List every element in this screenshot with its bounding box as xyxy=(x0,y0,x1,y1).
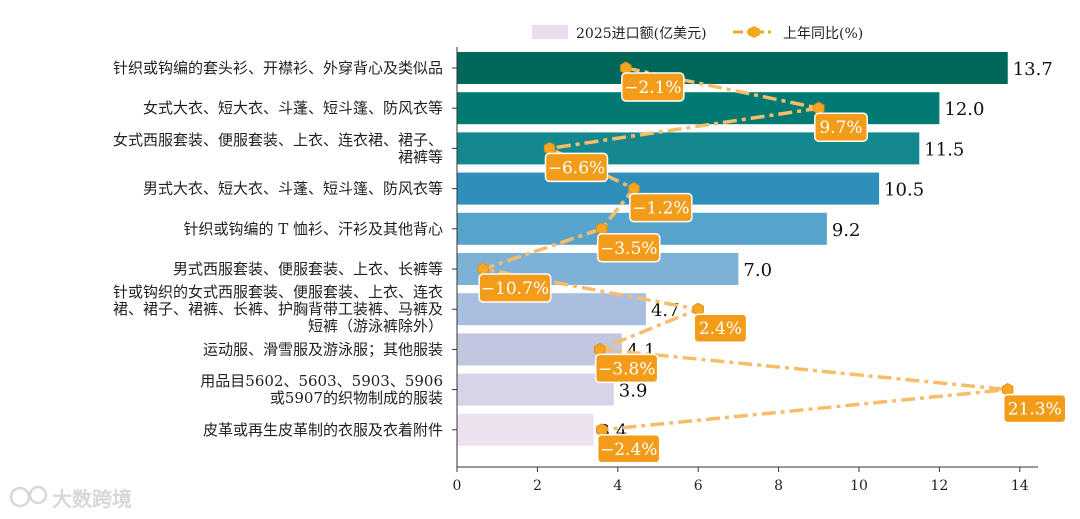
category-label-4: 针织或钩编的 T 恤衫、汗衫及其他背心 xyxy=(183,220,443,238)
yoy-series: −2.1% 9.7% −6.6% −1.2% −3.5% −10.7% 2.4% −3.8% 2… xyxy=(477,61,1067,464)
bar-0 xyxy=(457,52,1008,84)
yoy-label-7: −3.8% xyxy=(598,359,655,379)
yoy-label-box-2 xyxy=(544,152,609,183)
category-label-line: 裙、裙子、裙裤、长裤、护胸背带工装裤、马裤及 xyxy=(113,300,443,318)
category-label-5: 男式西服套装、便服套装、上衣、长裤等 xyxy=(173,260,443,278)
yoy-label-2: −6.6% xyxy=(548,158,605,178)
category-label-line: 针或钩织的女式西服套装、便服套装、上衣、连衣 xyxy=(113,283,443,301)
legend: 2025进口额(亿美元) 上年同比(%) xyxy=(532,25,863,42)
yoy-label-0: −2.1% xyxy=(624,78,681,98)
yoy-marker-3 xyxy=(628,182,640,196)
yoy-label-box-5 xyxy=(478,273,552,303)
yoy-label-9: −2.4% xyxy=(600,440,657,460)
bar-value-label-0: 13.7 xyxy=(1013,59,1053,80)
yoy-marker-5 xyxy=(477,262,489,276)
yoy-marker-0 xyxy=(620,61,632,75)
watermark-text: 大数跨境 xyxy=(52,487,132,511)
category-label-line: 裙裤等 xyxy=(398,148,443,166)
yoy-marker-4 xyxy=(596,222,608,236)
yoy-label-1: 9.7% xyxy=(819,118,862,138)
yoy-marker-8 xyxy=(1002,383,1014,397)
category-label-line: 短裤（游泳裤除外） xyxy=(308,317,443,335)
category-labels: 针织或钩编的套头衫、开襟衫、外穿背心及类似品女式大衣、短大衣、斗蓬、短斗篷、防风… xyxy=(113,59,457,439)
yoy-line xyxy=(481,66,1010,432)
x-tick-label-5: 10 xyxy=(850,478,868,494)
category-label-6: 针或钩织的女式西服套装、便服套装、上衣、连衣裙、裙子、裙裤、长裤、护胸背带工装裤… xyxy=(113,283,443,335)
x-tick-label-2: 4 xyxy=(613,478,622,494)
category-label-7: 运动服、滑雪服及游泳服；其他服装 xyxy=(203,340,443,358)
category-label-line: 运动服、滑雪服及游泳服；其他服装 xyxy=(203,340,443,358)
bar-value-label-2: 11.5 xyxy=(924,139,964,160)
category-label-line: 针织或钩编的套头衫、开襟衫、外穿背心及类似品 xyxy=(113,59,443,77)
category-label-line: 男式大衣、短大衣、斗蓬、短斗篷、防风衣等 xyxy=(143,180,443,198)
category-label-line: 针织或钩编的 T 恤衫、汗衫及其他背心 xyxy=(183,220,443,238)
yoy-label-6: 2.4% xyxy=(699,319,742,339)
bar-value-label-5: 7.0 xyxy=(743,260,772,281)
category-label-0: 针织或钩编的套头衫、开襟衫、外穿背心及类似品 xyxy=(113,59,443,77)
bar-8 xyxy=(457,373,614,406)
yoy-label-5: −10.7% xyxy=(481,279,549,299)
yoy-marker-9 xyxy=(596,423,608,437)
category-label-8: 用品目5602、5603、5903、5906 或5907的织物制成的服装 xyxy=(200,372,443,407)
brand-logo-icon xyxy=(9,485,48,508)
bar-value-label-4: 9.2 xyxy=(832,220,861,241)
yoy-label-8: 21.3% xyxy=(1008,400,1062,420)
yoy-label-3: −1.2% xyxy=(632,199,689,219)
value-labels: 13.712.011.510.59.27.04.74.13.93.4 xyxy=(599,59,1053,442)
yoy-label-box-4 xyxy=(596,233,661,263)
bar-value-label-3: 10.5 xyxy=(884,180,924,201)
category-label-line: 皮革或再生皮革制的衣服及衣着附件 xyxy=(203,421,443,439)
watermark: 大数跨境 xyxy=(9,485,132,511)
category-label-1: 女式大衣、短大衣、斗蓬、短斗篷、防风衣等 xyxy=(143,99,443,117)
category-label-3: 男式大衣、短大衣、斗蓬、短斗篷、防风衣等 xyxy=(143,180,443,198)
x-tick-label-0: 0 xyxy=(453,478,462,494)
category-label-line: 或5907的织物制成的服装 xyxy=(270,389,443,407)
yoy-label-box-6 xyxy=(693,313,748,343)
category-label-2: 女式西服套装、便服套装、上衣、连衣裙、裙子、裙裤等 xyxy=(113,131,443,166)
yoy-label-4: −3.5% xyxy=(600,239,657,259)
category-label-line: 男式西服套装、便服套装、上衣、长裤等 xyxy=(173,260,443,278)
x-tick-label-6: 12 xyxy=(930,478,948,494)
legend-bar-label: 2025进口额(亿美元) xyxy=(576,26,707,42)
legend-bar-swatch xyxy=(532,25,568,39)
yoy-marker-2 xyxy=(543,141,556,155)
bar-value-label-8: 3.9 xyxy=(619,381,648,402)
category-label-line: 用品目5602、5603、5903、5906 xyxy=(200,372,443,390)
category-label-line: 女式西服套装、便服套装、上衣、连衣裙、裙子、 xyxy=(113,131,443,149)
x-tick-label-1: 2 xyxy=(533,478,542,494)
category-label-9: 皮革或再生皮革制的衣服及衣着附件 xyxy=(203,421,443,439)
yoy-label-box-3 xyxy=(629,192,693,223)
yoy-marker-6 xyxy=(692,302,704,316)
bars xyxy=(457,52,1008,446)
x-tick-label-7: 14 xyxy=(1011,478,1029,494)
x-tick-label-4: 8 xyxy=(774,478,783,494)
yoy-marker-1 xyxy=(813,101,825,115)
x-tick-label-3: 6 xyxy=(694,478,703,494)
bar-value-label-1: 12.0 xyxy=(944,99,984,120)
yoy-label-box-0 xyxy=(621,72,685,102)
bar-9 xyxy=(457,413,594,446)
category-label-line: 女式大衣、短大衣、斗蓬、短斗篷、防风衣等 xyxy=(143,99,443,117)
legend-line-label: 上年同比(%) xyxy=(783,26,863,42)
x-axis: 0 2 4 6 8 10 12 14 xyxy=(453,47,1038,494)
yoy-label-box-9 xyxy=(596,434,661,464)
yoy-label-box-1 xyxy=(814,112,868,142)
yoy-marker-7 xyxy=(594,342,606,356)
yoy-label-box-7 xyxy=(594,353,659,384)
yoy-label-box-8 xyxy=(1002,393,1067,424)
legend-line-marker xyxy=(748,26,760,38)
